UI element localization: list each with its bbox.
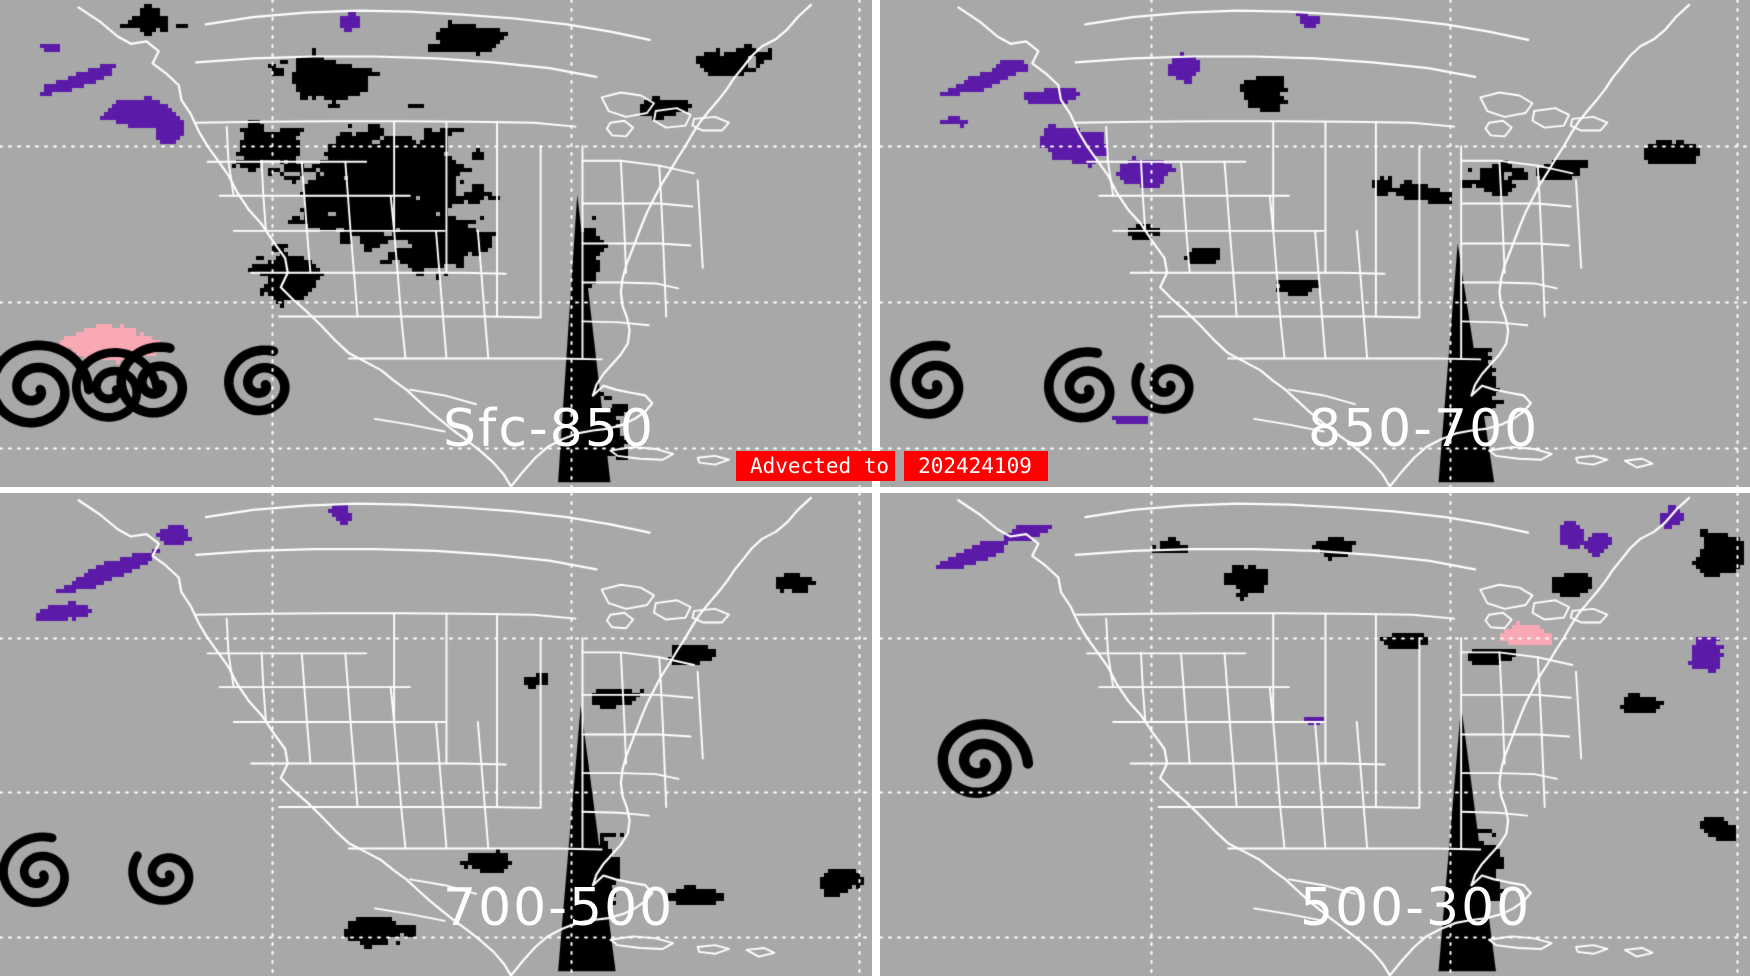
panel-850-700[interactable] xyxy=(880,0,1750,487)
banner-label: Advected to xyxy=(750,454,890,478)
panel-700-500[interactable] xyxy=(0,493,872,976)
panel-sfc-850[interactable] xyxy=(0,0,872,487)
banner-separator xyxy=(895,451,905,481)
advected-to-banner: Advected to 202424109 xyxy=(736,451,1048,481)
panel-850-700-map xyxy=(880,0,1750,487)
banner-value: 202424109 xyxy=(918,454,1032,478)
panel-500-300[interactable] xyxy=(880,493,1750,976)
panel-divider-vertical xyxy=(872,0,880,976)
panel-700-500-map xyxy=(0,493,872,976)
panel-500-300-map xyxy=(880,493,1750,976)
panel-sfc-850-map xyxy=(0,0,872,487)
